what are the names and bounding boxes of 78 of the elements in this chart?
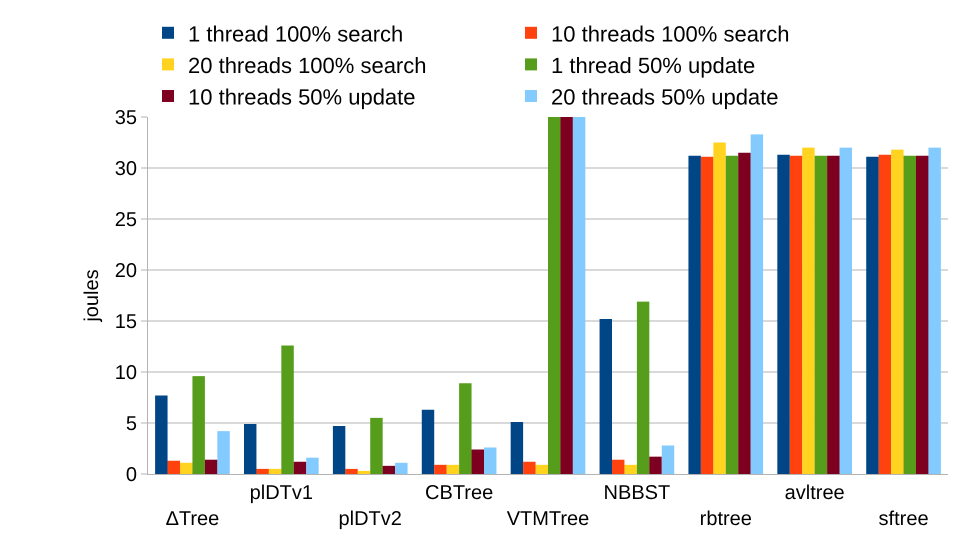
bar: [180, 462, 192, 474]
y-tick-label: 20: [114, 260, 137, 282]
bar: [510, 422, 524, 474]
bar: [777, 154, 790, 474]
x-tick-label: NBBST: [604, 482, 670, 504]
y-tick-label: 0: [126, 464, 137, 486]
bar: [395, 462, 408, 474]
bar: [217, 431, 230, 474]
bar: [649, 456, 662, 474]
bar: [370, 418, 383, 474]
bar: [891, 150, 904, 474]
bar: [294, 462, 306, 474]
bar: [358, 470, 370, 474]
bar: [560, 117, 573, 474]
y-tick-label: 30: [114, 158, 137, 180]
bar: [422, 410, 434, 474]
y-axis-title: joules: [81, 269, 103, 323]
bar: [345, 468, 358, 474]
x-tick-label: sftree: [878, 508, 929, 530]
bar: [484, 447, 496, 474]
legend-label: 10 threads 50% update: [188, 84, 416, 110]
bar: [904, 156, 916, 474]
bar: [928, 148, 941, 474]
bar: [790, 156, 802, 474]
bar: [612, 460, 624, 474]
y-tick-label: 35: [114, 107, 137, 129]
bar: [332, 426, 346, 474]
x-tick-label: VTMTree: [506, 508, 590, 530]
bar: [866, 156, 879, 474]
bar: [192, 376, 205, 474]
legend-label: 10 threads 100% search: [551, 21, 790, 46]
bar: [523, 462, 536, 474]
bar: [802, 148, 815, 474]
bar: [572, 117, 586, 474]
bar: [916, 156, 928, 474]
bar: [662, 445, 674, 474]
bar: [827, 156, 840, 474]
bar: [814, 156, 828, 474]
bar: [738, 152, 751, 474]
x-tick-label: rbtree: [700, 508, 752, 530]
bar: [548, 117, 560, 474]
x-tick-label: ΔTree: [166, 508, 220, 530]
bar: [459, 383, 472, 474]
bar: [256, 468, 269, 474]
bar: [600, 318, 612, 474]
legend-label: 1 thread 100% search: [188, 21, 404, 46]
bar: [306, 458, 319, 474]
x-tick-label: avltree: [784, 482, 845, 504]
bar: [726, 156, 738, 474]
bar: [624, 464, 637, 474]
x-tick-label: CBTree: [425, 482, 494, 504]
bar: [382, 466, 396, 474]
legend-label: 20 threads 50% update: [551, 84, 779, 110]
bar: [446, 464, 460, 474]
y-tick-label: 15: [114, 311, 137, 333]
bar: [472, 450, 484, 474]
legend-label: 20 threads 100% search: [188, 52, 426, 78]
bar: [268, 468, 282, 474]
legend-label: 1 thread 50% update: [551, 52, 756, 78]
y-tick-label: 10: [114, 362, 137, 384]
bar: [700, 156, 714, 474]
bar: [168, 460, 180, 474]
bar: [536, 464, 548, 474]
bar: [713, 142, 726, 474]
bar: [688, 156, 701, 474]
bar: [750, 134, 764, 474]
y-tick-label: 5: [126, 413, 137, 435]
bar: [840, 148, 852, 474]
bar: [878, 154, 892, 474]
bar: [155, 395, 168, 474]
y-tick-label: 25: [114, 209, 137, 231]
x-tick-label: plDTv2: [338, 508, 402, 530]
bar: [636, 302, 650, 474]
bar: [244, 424, 256, 474]
x-tick-label: plDTv1: [250, 482, 314, 504]
bar: [204, 460, 218, 474]
bar: [281, 345, 294, 474]
bar: [434, 464, 447, 474]
